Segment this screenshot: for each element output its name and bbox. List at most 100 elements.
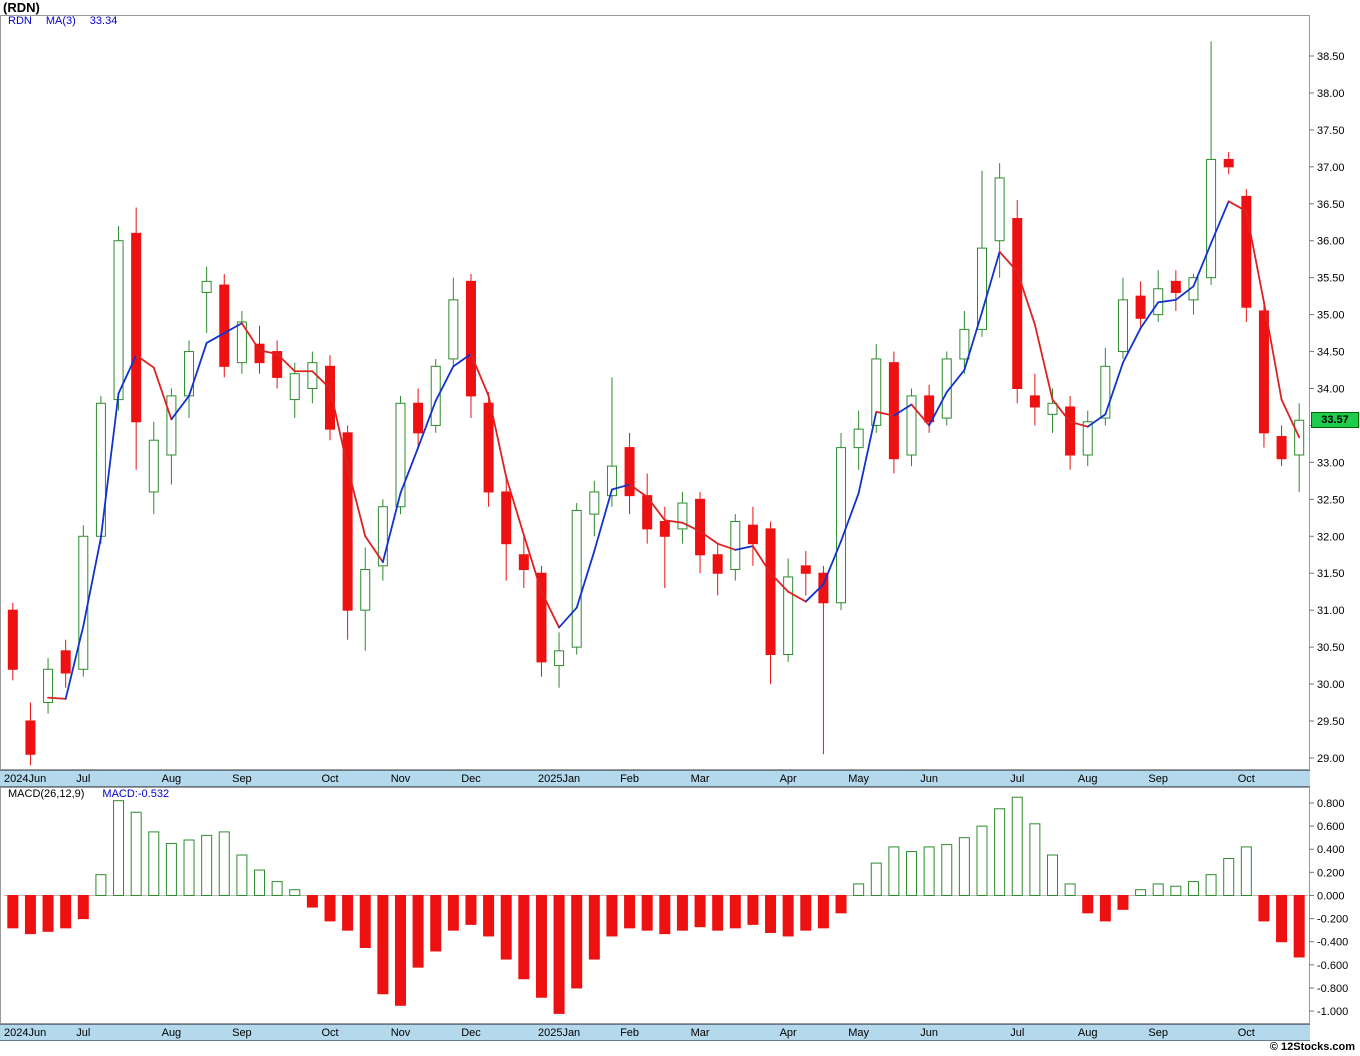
ma-line-segment	[152, 366, 173, 421]
candle-body	[1223, 158, 1234, 168]
macd-bar	[359, 894, 371, 948]
candle	[219, 273, 230, 378]
candle-body	[25, 720, 36, 755]
price-tick-label: 36.50	[1317, 199, 1345, 211]
ma-line-segment	[804, 583, 825, 603]
legend-symbol: RDN	[8, 15, 32, 27]
candle-body	[1258, 310, 1269, 434]
macd-bar	[518, 894, 530, 980]
candle	[677, 491, 688, 544]
ma-line-segment	[892, 403, 913, 417]
candle-body	[1206, 158, 1217, 279]
macd-bar	[201, 834, 213, 896]
candle	[1258, 303, 1269, 448]
candle-body	[554, 650, 565, 667]
macd-bar	[447, 894, 459, 931]
ma-line-segment	[646, 495, 666, 522]
macd-legend-value: MACD:-0.532	[102, 788, 170, 800]
price-tick-label: 30.50	[1317, 642, 1345, 654]
candle-body	[272, 351, 283, 378]
candle-body	[712, 554, 723, 574]
macd-bar	[148, 831, 160, 896]
month-label: 2025Jan	[537, 773, 581, 785]
macd-bar	[306, 894, 318, 908]
ma-line-segment	[1086, 413, 1107, 428]
candle	[994, 163, 1005, 278]
macd-bar	[694, 894, 706, 928]
candle	[888, 351, 899, 474]
macd-bar	[1240, 846, 1252, 896]
candle-body	[1065, 406, 1076, 456]
ma-line-segment	[100, 392, 120, 539]
candle-body	[888, 362, 899, 460]
macd-bar	[1223, 857, 1235, 896]
candle-body	[1276, 436, 1287, 460]
candle-body	[606, 465, 617, 497]
macd-bar	[42, 894, 54, 932]
price-tick-label: 32.00	[1317, 531, 1345, 543]
macd-bar	[236, 854, 248, 896]
candle	[166, 388, 177, 485]
candle-body	[836, 447, 847, 604]
macd-bar	[165, 842, 177, 896]
ma-line-segment	[716, 542, 737, 551]
candle-body	[730, 521, 741, 571]
macd-tick-label: 0.600	[1317, 821, 1345, 833]
candle-body	[377, 506, 388, 567]
candle-body	[483, 402, 494, 493]
month-label: 2025Jan	[537, 1027, 581, 1039]
macd-bar	[765, 894, 777, 933]
ma-line-segment	[276, 353, 296, 373]
macd-bar	[994, 808, 1006, 896]
candle	[1029, 373, 1040, 426]
macd-legend-label: MACD(26,12,9)	[8, 788, 85, 800]
page-title: (RDN)	[3, 0, 40, 15]
macd-bar	[641, 894, 653, 931]
candle	[518, 536, 529, 589]
price-tick-label: 33.00	[1317, 457, 1345, 469]
candle	[1276, 425, 1287, 467]
candle-body	[113, 240, 124, 401]
candle-body	[906, 395, 917, 456]
candle	[800, 551, 811, 596]
month-label: Feb	[620, 773, 640, 785]
candle-body	[254, 343, 265, 364]
candle-body	[219, 284, 230, 367]
price-tick-label: 37.00	[1317, 162, 1345, 174]
candle	[1135, 281, 1146, 330]
macd-bar	[412, 894, 424, 968]
candle	[1153, 270, 1164, 323]
macd-bar	[183, 839, 195, 896]
month-label: Oct	[1237, 1027, 1255, 1039]
ma-line-segment	[875, 411, 895, 417]
macd-bar	[817, 894, 829, 929]
ma-line-segment	[434, 365, 455, 402]
candle-body	[624, 447, 635, 497]
ma-line-segment	[945, 369, 966, 394]
price-tick-label: 29.50	[1317, 716, 1345, 728]
month-label: Oct	[321, 773, 339, 785]
candle	[765, 521, 776, 685]
candle	[1170, 270, 1181, 311]
candle-body	[1012, 218, 1023, 390]
candle	[360, 547, 371, 651]
macd-tick-label: -0.200	[1317, 914, 1348, 926]
ma-line-segment	[329, 387, 349, 469]
ma-line-segment	[487, 394, 508, 479]
month-label: Mar	[690, 773, 710, 785]
ma-line-segment	[1069, 420, 1089, 428]
macd-tick-label: 0.400	[1317, 844, 1345, 856]
month-label: Nov	[390, 1027, 411, 1039]
ma-line-segment	[1192, 242, 1212, 288]
macd-bar	[1152, 883, 1164, 896]
candle-body	[941, 358, 952, 419]
candle	[1065, 395, 1076, 470]
macd-bar	[535, 894, 547, 998]
ma-line-segment	[998, 250, 1019, 273]
candle	[1082, 410, 1093, 467]
ma-line-segment	[223, 322, 243, 334]
candle	[959, 310, 970, 374]
macd-bar	[1187, 881, 1199, 896]
macd-bar	[853, 883, 865, 896]
month-label: Sep	[232, 1027, 252, 1039]
